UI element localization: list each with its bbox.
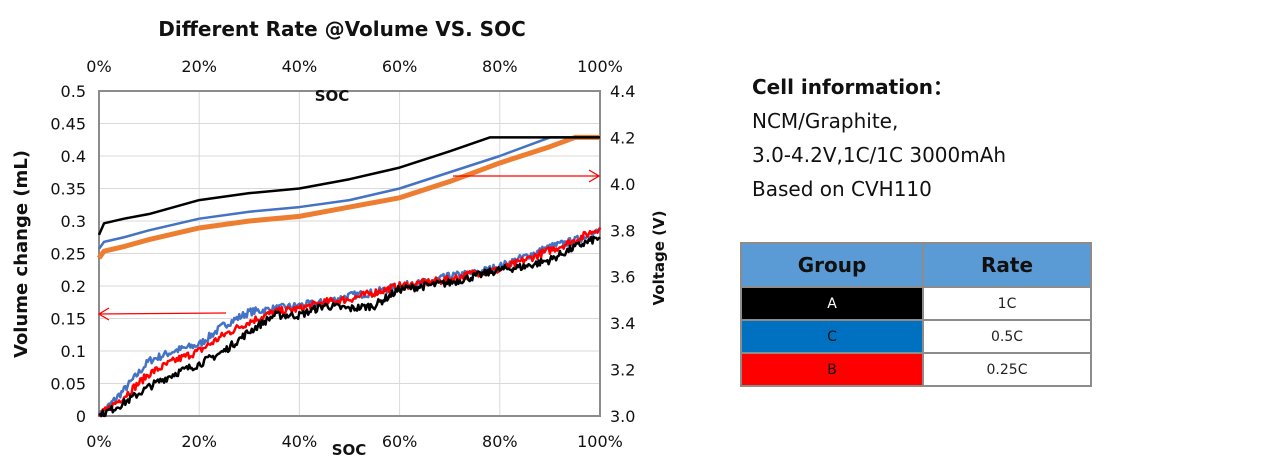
group-cell: A <box>740 286 924 321</box>
group-rate-table: Group Rate A 1C C 0.5C B 0.25C <box>740 242 1092 387</box>
cell-info-line: NCM/Graphite, <box>752 109 899 133</box>
volume-series-line <box>98 235 601 418</box>
table-row: B 0.25C <box>740 352 1092 387</box>
y2-tick-label: 3.0 <box>610 407 635 426</box>
x2-tick-label: 60% <box>382 57 418 76</box>
rate-cell: 1C <box>922 286 1092 321</box>
y-tick-label: 0.2 <box>61 277 86 296</box>
y-tick-label: 0.5 <box>61 82 86 101</box>
x-tick-label: 80% <box>482 432 518 451</box>
volume-series-line <box>98 226 602 418</box>
y-tick-label: 0.45 <box>50 115 86 134</box>
y-tick-label: 0 <box>76 407 86 426</box>
cell-info-heading: Cell information： <box>752 75 954 99</box>
y-tick-label: 0.3 <box>61 212 86 231</box>
cell-info-line: 3.0-4.2V,1C/1C 3000mAh <box>752 143 1007 167</box>
y-tick-label: 0.4 <box>61 147 86 166</box>
x2-tick-label: 40% <box>282 57 318 76</box>
x-tick-label: 20% <box>181 432 217 451</box>
y2-tick-label: 4.2 <box>610 128 635 147</box>
x-tick-label: 0% <box>86 432 111 451</box>
y-tick-label: 0.05 <box>50 375 86 394</box>
right-axis-arrow <box>453 169 601 183</box>
y2-tick-label: 3.6 <box>610 268 635 287</box>
x-tick-label: 40% <box>282 432 318 451</box>
volume-series-line <box>97 228 601 417</box>
y2-tick-label: 3.2 <box>610 361 635 380</box>
y2-tick-label: 3.4 <box>610 314 635 333</box>
x2-tick-label: 100% <box>577 57 623 76</box>
y2-tick-label: 4.4 <box>610 82 635 101</box>
y-tick-label: 0.15 <box>50 310 86 329</box>
x-axis-label: SOC <box>332 441 367 459</box>
voltage-series-line <box>97 136 600 250</box>
header-group: Group <box>740 242 924 288</box>
header-rate: Rate <box>922 242 1092 288</box>
y-axis-label: Volume change (mL) <box>11 150 32 358</box>
x-tick-label: 60% <box>382 432 418 451</box>
x2-tick-label: 0% <box>86 57 111 76</box>
x2-axis-label: SOC <box>315 87 350 105</box>
plot-border <box>98 90 601 417</box>
x2-tick-label: 80% <box>482 57 518 76</box>
cell-info: Cell information： NCM/Graphite, 3.0-4.2V… <box>752 70 1006 206</box>
voltage-series-line <box>96 134 600 260</box>
volume-soc-chart: 00.050.10.150.20.250.30.350.40.450.50%0%… <box>11 17 668 459</box>
y-tick-label: 0.25 <box>50 245 86 264</box>
y2-tick-label: 4.0 <box>610 175 635 194</box>
group-cell: C <box>740 319 924 354</box>
table-row: A 1C <box>740 286 1092 321</box>
rate-cell: 0.5C <box>922 319 1092 354</box>
rate-cell: 0.25C <box>922 352 1092 387</box>
group-cell: B <box>740 352 924 387</box>
table-row: C 0.5C <box>740 319 1092 354</box>
x-tick-label: 100% <box>577 432 623 451</box>
table-header-row: Group Rate <box>740 242 1092 288</box>
y2-axis-label: Voltage (V) <box>650 211 668 306</box>
left-axis-arrow <box>97 307 227 321</box>
chart-title: Different Rate @Volume VS. SOC <box>158 17 526 41</box>
y-tick-label: 0.35 <box>50 180 86 199</box>
y-tick-label: 0.1 <box>61 342 86 361</box>
voltage-series-line <box>97 136 600 236</box>
y2-tick-label: 3.8 <box>610 221 635 240</box>
cell-info-line: Based on CVH110 <box>752 177 932 201</box>
x2-tick-label: 20% <box>181 57 217 76</box>
